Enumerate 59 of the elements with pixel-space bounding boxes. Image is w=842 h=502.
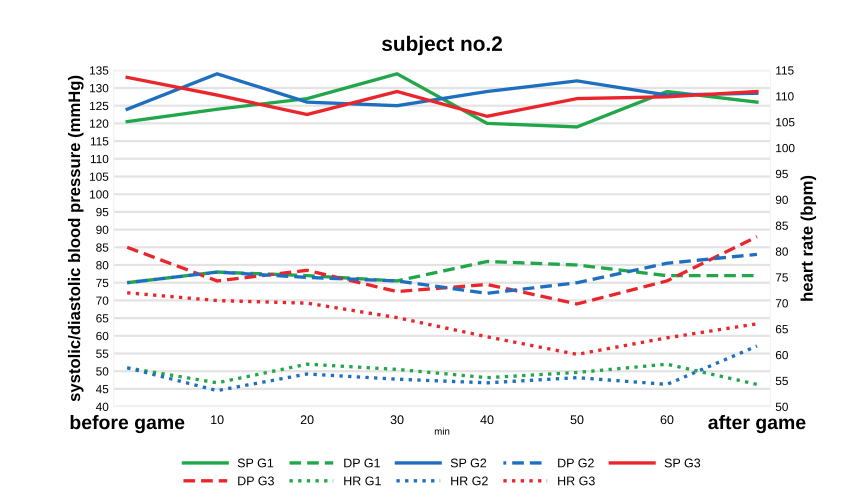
y-tick-label: 105 xyxy=(90,172,108,181)
x-tick-label: before game xyxy=(70,414,184,434)
y2-tick-label: 110 xyxy=(776,92,794,101)
y2-tick-label: 105 xyxy=(776,118,794,126)
y2-tick-label: 100 xyxy=(776,144,795,152)
y-tick-label: 100 xyxy=(90,190,108,199)
y-tick-label: 110 xyxy=(90,154,108,164)
y-tick-label: 50 xyxy=(96,367,108,376)
y2-tick-label: 85 xyxy=(776,222,788,230)
y-tick-label: 130 xyxy=(90,84,108,92)
line-series xyxy=(125,252,759,295)
y2-tick-label: 90 xyxy=(776,196,788,204)
legend-label: HR G3 xyxy=(558,476,595,486)
y2-tick-label: 80 xyxy=(776,247,788,256)
y-axis-title: systolic/diastolic blood pressure (mmHg) xyxy=(68,76,84,402)
x-tick-label: 50 xyxy=(570,415,584,424)
chart-title: subject no.2 xyxy=(382,36,502,56)
y2-tick-label: 50 xyxy=(776,402,788,412)
y2-tick-label: 95 xyxy=(776,170,788,178)
legend-label: SP G2 xyxy=(450,458,486,468)
y-tick-label: 120 xyxy=(90,119,108,128)
legend-label: DP G2 xyxy=(558,458,594,468)
y2-tick-label: 70 xyxy=(776,299,788,308)
y2-tick-label: 75 xyxy=(776,273,788,282)
y-tick-label: 65 xyxy=(96,314,108,323)
y-tick-label: 60 xyxy=(96,332,108,340)
y-tick-label: 70 xyxy=(96,296,108,305)
line-series xyxy=(125,344,759,392)
y-tick-label: 80 xyxy=(96,261,108,270)
x-tick-label: 60 xyxy=(660,415,674,424)
x-axis-title: min xyxy=(434,428,450,435)
y2-tick-label: 60 xyxy=(776,350,788,360)
y-tick-label: 40 xyxy=(96,402,108,412)
y-tick-label: 135 xyxy=(90,66,108,75)
line-series xyxy=(125,235,759,306)
y-tick-label: 125 xyxy=(90,102,108,110)
legend-label: HR G1 xyxy=(344,476,381,486)
y-tick-label: 95 xyxy=(96,208,108,216)
y-tick-label: 45 xyxy=(96,385,108,394)
legend-label: DP G3 xyxy=(238,476,274,486)
y2-axis-title: heart rate (bpm) xyxy=(800,176,816,301)
legend-label: SP G1 xyxy=(238,458,274,468)
legend-label: SP G3 xyxy=(664,458,700,468)
y2-tick-label: 65 xyxy=(776,325,788,334)
x-tick-label: 10 xyxy=(211,415,224,424)
y-tick-label: 85 xyxy=(96,243,108,252)
x-tick-label: 30 xyxy=(390,415,404,424)
legend-label: DP G1 xyxy=(344,458,380,468)
y-tick-label: 75 xyxy=(96,278,108,288)
y-tick-label: 90 xyxy=(96,226,108,234)
y-tick-label: 115 xyxy=(90,137,108,146)
y2-tick-label: 55 xyxy=(776,376,788,386)
line-series xyxy=(125,76,759,118)
legend-label: HR G2 xyxy=(451,476,488,486)
x-tick-label: after game xyxy=(708,414,806,434)
x-tick-label: 40 xyxy=(480,415,494,424)
x-tick-label: 20 xyxy=(300,415,314,424)
y2-tick-label: 115 xyxy=(776,66,794,75)
y-tick-label: 55 xyxy=(96,350,108,358)
